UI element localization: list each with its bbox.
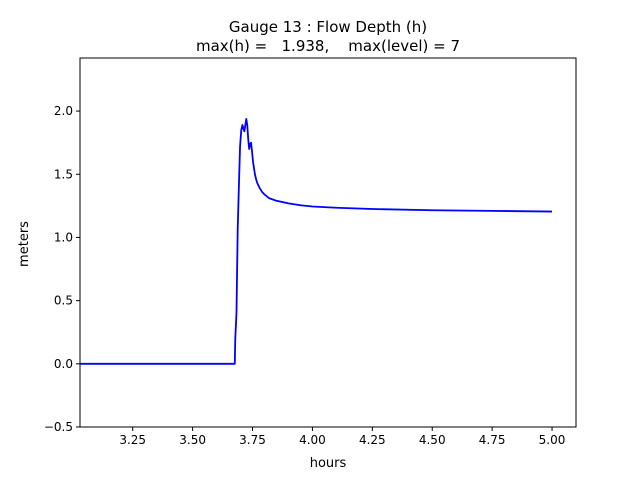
y-tick-label: 1.0 bbox=[54, 230, 73, 244]
y-tick-label: 0.5 bbox=[54, 294, 73, 308]
x-tick-label: 4.50 bbox=[419, 433, 446, 447]
chart-title-line2: max(h) = 1.938, max(level) = 7 bbox=[196, 37, 460, 55]
x-tick-label: 4.75 bbox=[479, 433, 506, 447]
y-tick-label: −0.5 bbox=[44, 420, 73, 434]
x-axis-label: hours bbox=[310, 456, 347, 471]
x-tick-label: 4.25 bbox=[359, 433, 386, 447]
y-axis-label: meters bbox=[17, 221, 32, 267]
x-tick-label: 4.00 bbox=[299, 433, 326, 447]
series-line-0 bbox=[80, 118, 553, 365]
axes-frame bbox=[79, 57, 577, 428]
y-tick-label: 0.0 bbox=[54, 357, 73, 371]
y-tick-label: 2.0 bbox=[54, 104, 73, 118]
x-tick-label: 5.00 bbox=[539, 433, 566, 447]
y-tick-label: 1.5 bbox=[54, 167, 73, 181]
plot-area: 3.25 3.50 3.75 4.00 4.25 4.50 4.75 5.00 −0.5 0.0 0… bbox=[44, 57, 577, 447]
x-tick-label: 3.25 bbox=[119, 433, 146, 447]
x-tick-label: 3.50 bbox=[179, 433, 206, 447]
chart-title-line1: Gauge 13 : Flow Depth (h) bbox=[229, 18, 427, 36]
x-tick-label: 3.75 bbox=[239, 433, 266, 447]
